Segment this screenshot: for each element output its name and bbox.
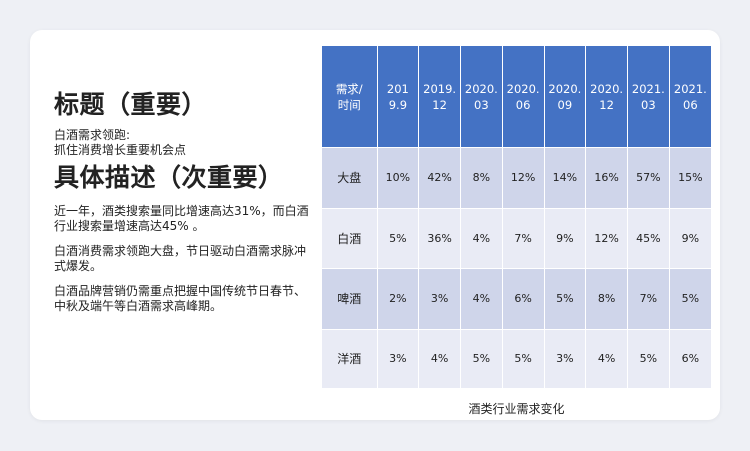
subtitle-line: 抓住消费增长重要机会点 <box>54 143 187 157</box>
header-line: 需求/ <box>335 81 363 96</box>
table-cell: 7% <box>502 207 545 269</box>
header-cell-period: 2021. 03 <box>627 46 670 148</box>
table-cell: 36% <box>418 207 461 269</box>
table-cell: 57% <box>627 147 670 209</box>
header-line: 2021. <box>673 81 707 96</box>
text-panel: 标题（重要） 白酒需求领跑: 抓住消费增长重要机会点 具体描述（次重要） 近一年… <box>54 90 316 314</box>
row-label: 洋酒 <box>322 328 378 388</box>
table-cell: 6% <box>502 268 545 330</box>
main-title: 标题（重要） <box>54 90 208 119</box>
header-line: 09 <box>557 97 573 112</box>
table-cell: 16% <box>585 147 628 209</box>
description-paragraph: 白酒消费需求领跑大盘，节日驱动白酒需求脉冲式爆发。 <box>54 244 307 273</box>
table-cell: 8% <box>585 268 628 330</box>
header-cell-period: 2020. 06 <box>502 46 545 148</box>
table-cell: 4% <box>460 268 503 330</box>
table-caption: 酒类行业需求变化 <box>468 402 565 416</box>
table-cell: 45% <box>627 207 670 269</box>
header-line: 03 <box>641 97 656 112</box>
table-cell: 12% <box>585 207 628 269</box>
table-cell: 5% <box>460 328 503 388</box>
header-line: 12 <box>432 97 447 112</box>
table-cell: 4% <box>585 328 628 388</box>
header-line: 时间 <box>337 97 361 112</box>
table-cell: 14% <box>544 147 587 209</box>
table-cell: 7% <box>627 268 670 330</box>
header-line: 12 <box>599 97 614 112</box>
header-line: 03 <box>474 97 489 112</box>
table-row: 大盘 10% 42% 8% 12% 14% 16% 57% 15% <box>322 147 711 209</box>
row-label: 大盘 <box>322 147 378 209</box>
header-cell-period: 201 9.9 <box>377 46 420 148</box>
table-cell: 5% <box>544 268 587 330</box>
description-paragraph: 近一年，酒类搜索量同比增速高达31%，而白酒行业搜索量增速高达45% 。 <box>54 204 309 233</box>
table-cell: 8% <box>460 147 503 209</box>
subtitle: 白酒需求领跑: 抓住消费增长重要机会点 <box>54 128 316 158</box>
description-paragraph: 白酒品牌营销仍需重点把握中国传统节日春节、中秋及端午等白酒需求高峰期。 <box>54 284 307 313</box>
header-line: 2021. <box>631 81 665 96</box>
table-cell: 9% <box>544 207 587 269</box>
header-line: 2020. <box>590 81 624 96</box>
demand-table: 需求/ 时间 201 9.9 2019. 12 2020. 03 2020. 06 20… <box>322 46 711 388</box>
table-cell: 6% <box>669 328 711 388</box>
table-cell: 4% <box>460 207 503 269</box>
table-cell: 10% <box>377 147 420 209</box>
header-cell-period: 2020. 03 <box>460 46 503 148</box>
table-cell: 15% <box>669 147 711 209</box>
header-line: 9.9 <box>388 97 408 112</box>
header-line: 2020. <box>548 81 582 96</box>
table-cell: 5% <box>669 268 711 330</box>
table-cell: 5% <box>627 328 670 388</box>
header-cell-period: 2020. 09 <box>544 46 587 148</box>
table-cell: 3% <box>377 328 420 388</box>
header-line: 2020. <box>506 81 540 96</box>
header-cell-period: 2020. 12 <box>585 46 628 148</box>
table-cell: 3% <box>544 328 587 388</box>
table-cell: 5% <box>502 328 545 388</box>
table-cell: 12% <box>502 147 545 209</box>
table-cell: 4% <box>418 328 461 388</box>
table-cell: 5% <box>377 207 420 269</box>
row-label: 啤酒 <box>322 268 378 330</box>
table-row: 白酒 5% 36% 4% 7% 9% 12% 45% 9% <box>322 207 711 269</box>
row-label: 白酒 <box>322 207 378 269</box>
subtitle-line: 白酒需求领跑: <box>54 128 131 142</box>
table-cell: 3% <box>418 268 461 330</box>
table-cell: 2% <box>377 268 420 330</box>
table-cell: 9% <box>669 207 711 269</box>
section-title: 具体描述（次重要） <box>54 163 284 192</box>
header-line: 201 <box>386 81 409 96</box>
header-cell-category: 需求/ 时间 <box>322 46 378 148</box>
demand-table-container: 需求/ 时间 201 9.9 2019. 12 2020. 03 2020. 06 20… <box>322 46 711 388</box>
table-row: 啤酒 2% 3% 4% 6% 5% 8% 7% 5% <box>322 268 711 330</box>
content-card: 标题（重要） 白酒需求领跑: 抓住消费增长重要机会点 具体描述（次重要） 近一年… <box>30 30 720 420</box>
table-cell: 42% <box>418 147 461 209</box>
header-cell-period: 2021. 06 <box>669 46 711 148</box>
header-line: 2019. <box>423 81 457 96</box>
header-line: 2020. <box>464 81 498 96</box>
table-header-row: 需求/ 时间 201 9.9 2019. 12 2020. 03 2020. 06 20… <box>322 46 711 148</box>
header-line: 06 <box>683 97 698 112</box>
header-line: 06 <box>515 97 531 112</box>
table-row: 洋酒 3% 4% 5% 5% 3% 4% 5% 6% <box>322 328 711 388</box>
header-cell-period: 2019. 12 <box>418 46 461 148</box>
